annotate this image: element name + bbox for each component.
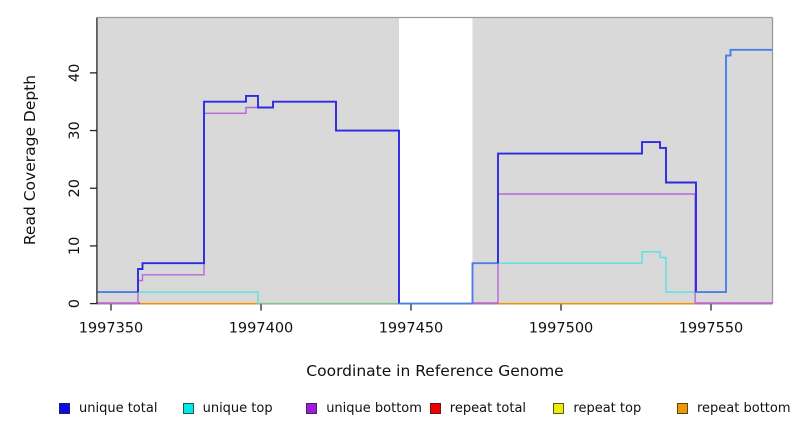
legend-label: repeat total: [449, 400, 527, 416]
legend-item-unique-total: unique total: [59, 400, 157, 416]
y-tick-label: 40: [67, 64, 83, 82]
legend-item-repeat-bottom: repeat bottom: [677, 400, 791, 416]
series-unique-total-segment-4: [497, 141, 697, 293]
y-axis-title: Read Coverage Depth: [21, 74, 39, 246]
x-tick-label: 1997550: [679, 321, 744, 337]
y-tick-label: 30: [67, 121, 83, 139]
shaded-region-1: [97, 17, 399, 304]
legend-swatch-unique-bottom: [306, 402, 318, 414]
legend-swatch-repeat-top: [553, 402, 565, 414]
legend-item-unique-top: unique top: [182, 400, 273, 416]
shaded-region-2: [472, 17, 773, 304]
x-tick-label: 1997450: [379, 321, 444, 337]
x-tick-label: 1997350: [79, 321, 144, 337]
series-unique-total-segment-2: [137, 94, 400, 304]
y-tick-label: 20: [67, 179, 83, 197]
legend-label: unique bottom: [326, 400, 422, 416]
legend-label: repeat bottom: [697, 400, 791, 416]
legend-label: repeat top: [573, 400, 642, 416]
y-tick-label: 0: [67, 299, 83, 308]
y-tick-label: 10: [67, 237, 83, 255]
series-unique-total-segment-5: [696, 48, 773, 294]
legend-swatch-unique-total: [59, 402, 70, 414]
legend-swatch-repeat-bottom: [677, 402, 688, 414]
legend-swatch-unique-top: [182, 402, 194, 414]
legend-swatch-repeat-total: [429, 402, 441, 414]
legend-item-repeat-top: repeat top: [553, 400, 641, 416]
legend-item-unique-bottom: unique bottom: [306, 400, 422, 416]
x-tick-label: 1997500: [529, 321, 594, 337]
series-unique-top-segment-1: [97, 291, 259, 304]
legend-item-repeat-total: repeat total: [429, 400, 527, 416]
legend-label: unique top: [202, 400, 273, 416]
x-axis-title: Coordinate in Reference Genome: [306, 362, 564, 380]
legend-label: unique total: [79, 400, 158, 416]
x-tick-label: 1997400: [229, 321, 294, 337]
series-unique-total-segment-3: [399, 262, 498, 305]
